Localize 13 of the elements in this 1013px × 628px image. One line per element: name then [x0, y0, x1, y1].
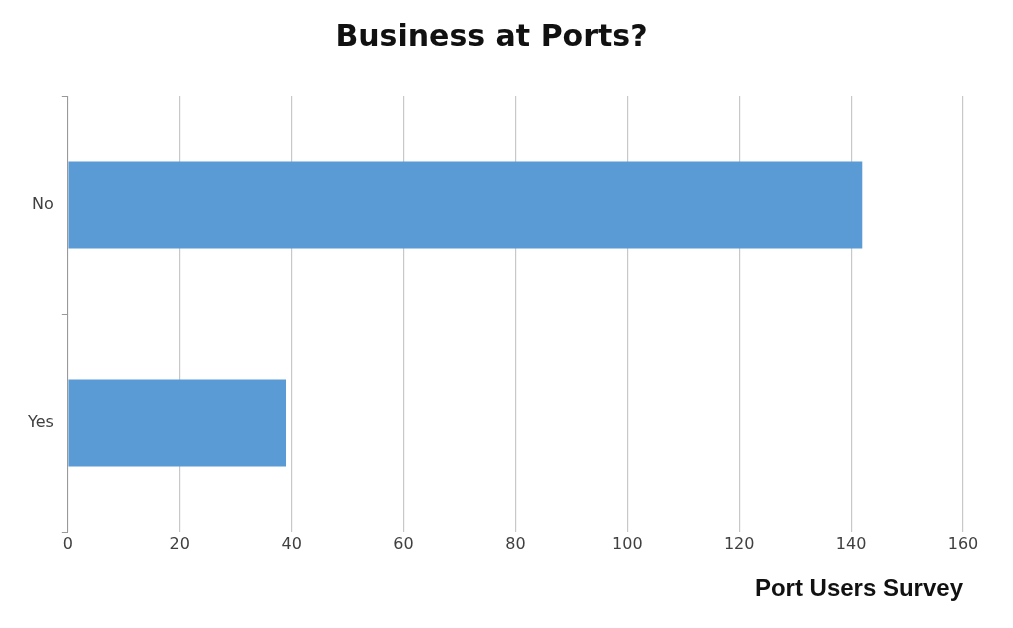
x-axis-title: Port Users Survey	[754, 574, 964, 602]
x-tick-label: 120	[723, 533, 755, 553]
x-tick-label: 100	[612, 533, 643, 553]
chart-title: Business at Ports?	[335, 17, 648, 53]
x-tick-label: 160	[947, 533, 979, 553]
x-tick-label: 140	[835, 533, 867, 553]
x-tick-label: 60	[393, 533, 414, 553]
x-tick-label: 80	[505, 533, 526, 553]
y-tick-label: No	[32, 194, 54, 214]
x-tick-label: 20	[169, 533, 190, 553]
x-tick-label: 40	[281, 533, 302, 553]
x-tick-label: 0	[62, 533, 73, 553]
y-tick-label: Yes	[27, 412, 54, 432]
